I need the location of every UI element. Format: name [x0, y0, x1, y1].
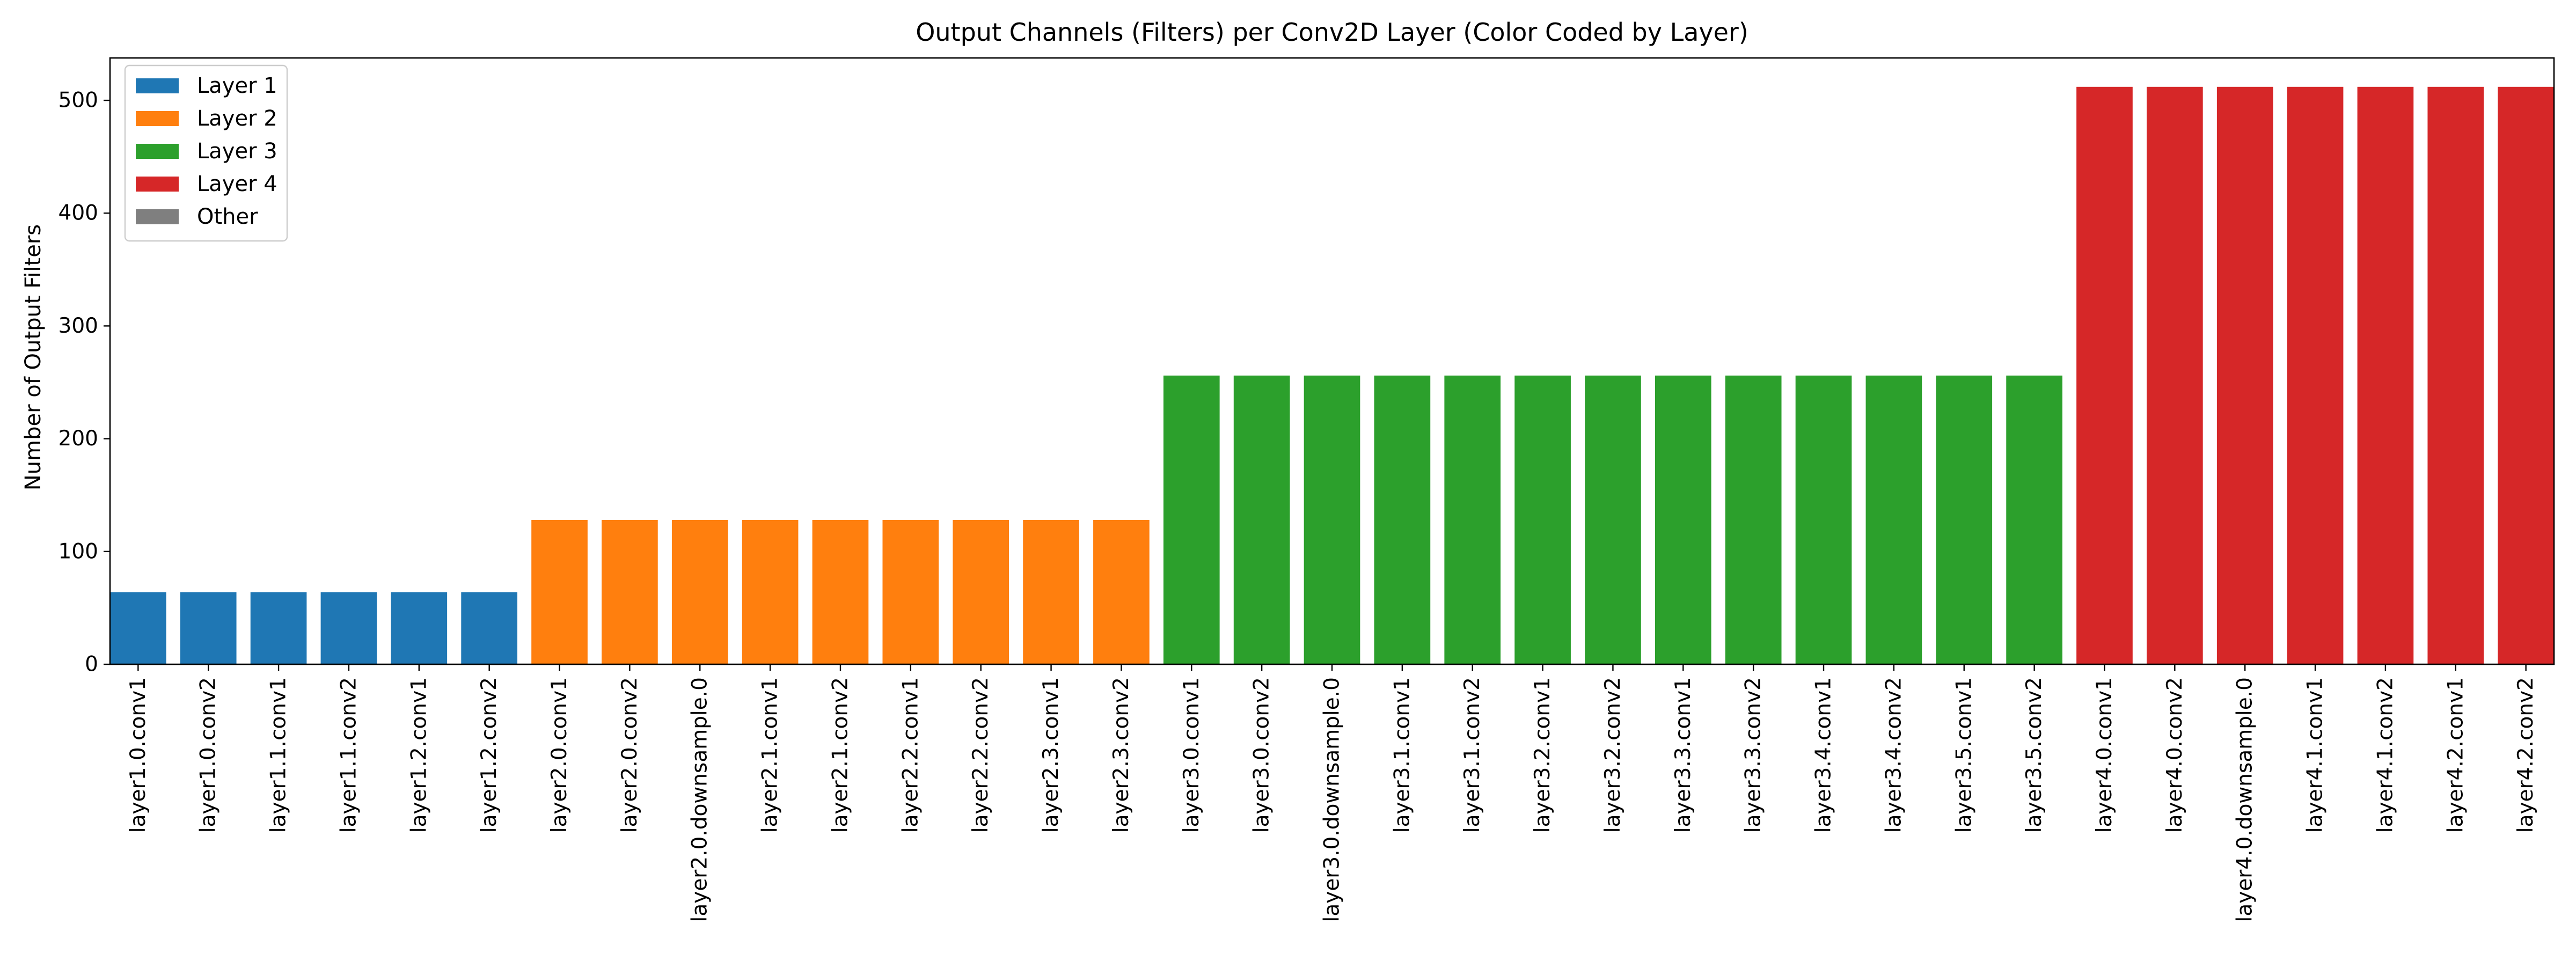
legend-label: Layer 2	[197, 106, 277, 131]
x-tick-label: layer3.2.conv1	[1531, 677, 1555, 833]
x-tick-label: layer1.2.conv2	[477, 677, 501, 833]
bar-layer3-0-conv2	[1233, 375, 1290, 664]
x-tick-label: layer2.3.conv2	[1109, 677, 1133, 833]
legend: Layer 1 Layer 2 Layer 3 Layer 4 Other	[124, 64, 288, 242]
bar-layer2-0-downsample-0	[671, 519, 728, 664]
x-tick-label: layer1.1.conv1	[267, 677, 291, 833]
y-tick-label: 400	[58, 201, 98, 225]
bar-layer3-0-downsample-0	[1304, 375, 1360, 664]
bar-layer4-2-conv2	[2498, 86, 2554, 664]
bar-layer4-2-conv1	[2427, 86, 2484, 664]
bar-layer2-1-conv2	[812, 519, 869, 664]
y-tick-label: 100	[58, 539, 98, 563]
y-tick-label: 500	[58, 89, 98, 113]
x-tick-label: layer3.0.conv2	[1250, 677, 1274, 833]
bar-layer4-0-conv2	[2147, 86, 2203, 664]
bar-layer3-5-conv1	[1936, 375, 1993, 664]
x-tick-label: layer4.0.conv1	[2092, 677, 2117, 833]
x-tick-label: layer2.2.conv1	[898, 677, 923, 833]
x-tick-label: layer3.3.conv2	[1741, 677, 1766, 833]
x-tick-label: layer1.2.conv1	[407, 677, 431, 833]
x-tick-label: layer4.0.conv2	[2163, 677, 2187, 833]
bar-layer3-5-conv2	[2006, 375, 2062, 664]
x-tick-label: layer2.0.conv2	[618, 677, 642, 833]
bar-layer4-1-conv2	[2357, 86, 2414, 664]
bar-layer3-0-conv1	[1163, 375, 1220, 664]
legend-label: Layer 1	[197, 74, 277, 98]
x-tick-label: layer3.5.conv2	[2022, 677, 2046, 833]
bar-layer2-1-conv1	[742, 519, 799, 664]
bar-layer3-1-conv2	[1444, 375, 1501, 664]
bar-layer2-0-conv2	[602, 519, 658, 664]
x-tick-label: layer3.5.conv1	[1952, 677, 1976, 833]
y-tick-label: 300	[58, 314, 98, 338]
bar-layer1-2-conv2	[461, 592, 517, 664]
x-tick-label: layer4.0.downsample.0	[2233, 677, 2257, 922]
x-tick-label: layer2.0.conv1	[547, 677, 572, 833]
legend-label: Layer 3	[197, 139, 277, 164]
x-tick-label: layer3.0.downsample.0	[1320, 677, 1344, 922]
y-tick-label: 200	[58, 427, 98, 451]
x-tick-label: layer2.1.conv1	[758, 677, 782, 833]
bar-layer2-0-conv1	[531, 519, 588, 664]
bar-layer1-2-conv1	[391, 592, 448, 664]
legend-label: Other	[197, 204, 258, 229]
bar-layer3-2-conv1	[1514, 375, 1571, 664]
legend-swatch-other	[136, 209, 179, 224]
bar-layer3-1-conv1	[1374, 375, 1431, 664]
legend-swatch-layer-1	[136, 78, 179, 93]
bar-layer1-1-conv2	[320, 592, 377, 664]
legend-swatch-layer-4	[136, 177, 179, 192]
legend-label: Layer 4	[197, 172, 277, 196]
bar-layer4-0-conv1	[2076, 86, 2133, 664]
x-tick-label: layer4.1.conv2	[2373, 677, 2397, 833]
x-tick-label: layer1.0.conv1	[126, 677, 150, 833]
legend-swatch-layer-2	[136, 111, 179, 126]
legend-box	[124, 64, 288, 242]
x-tick-label: layer3.4.conv1	[1812, 677, 1836, 833]
x-tick-label: layer2.1.conv2	[828, 677, 852, 833]
x-tick-label: layer1.0.conv2	[196, 677, 221, 833]
x-tick-label: layer2.2.conv2	[969, 677, 993, 833]
bar-layer3-2-conv2	[1585, 375, 1641, 664]
y-tick-label: 0	[85, 652, 98, 677]
x-tick-label: layer3.3.conv1	[1671, 677, 1695, 833]
bar-layer4-1-conv1	[2287, 86, 2344, 664]
bar-layer1-1-conv1	[250, 592, 307, 664]
bars-group	[110, 86, 2554, 664]
x-axis-ticks: layer1.0.conv1 layer1.0.conv2 layer1.1.con…	[126, 664, 2538, 922]
x-tick-label: layer4.2.conv1	[2443, 677, 2468, 833]
x-tick-label: layer4.1.conv1	[2303, 677, 2328, 833]
legend-swatch-layer-3	[136, 144, 179, 159]
bar-layer1-0-conv2	[180, 592, 237, 664]
bar-layer3-3-conv2	[1725, 375, 1782, 664]
x-tick-label: layer3.4.conv2	[1882, 677, 1906, 833]
x-tick-label: layer2.3.conv1	[1039, 677, 1063, 833]
bar-layer2-2-conv1	[882, 519, 939, 664]
x-tick-label: layer4.2.conv2	[2514, 677, 2538, 833]
bar-layer3-3-conv1	[1655, 375, 1711, 664]
x-tick-label: layer3.1.conv1	[1390, 677, 1414, 833]
x-tick-label: layer2.0.downsample.0	[688, 677, 712, 922]
bar-layer3-4-conv2	[1865, 375, 1922, 664]
x-tick-label: layer3.1.conv2	[1460, 677, 1484, 833]
bar-layer2-3-conv2	[1093, 519, 1150, 664]
plot-area-frame	[109, 57, 2555, 665]
x-tick-label: layer3.0.conv1	[1180, 677, 1204, 833]
x-tick-label: layer1.1.conv2	[336, 677, 361, 833]
y-axis-ticks: 0 100 200 300 400 500	[58, 89, 110, 677]
chart-title: Output Channels (Filters) per Conv2D Lay…	[916, 18, 1748, 47]
x-tick-label: layer3.2.conv2	[1601, 677, 1625, 833]
y-axis-label: Number of Output Filters	[21, 224, 46, 490]
bar-layer1-0-conv1	[110, 592, 166, 664]
bar-layer4-0-downsample-0	[2216, 86, 2273, 664]
bar-layer2-3-conv1	[1023, 519, 1079, 664]
bar-layer3-4-conv1	[1795, 375, 1852, 664]
bar-layer2-2-conv2	[953, 519, 1009, 664]
